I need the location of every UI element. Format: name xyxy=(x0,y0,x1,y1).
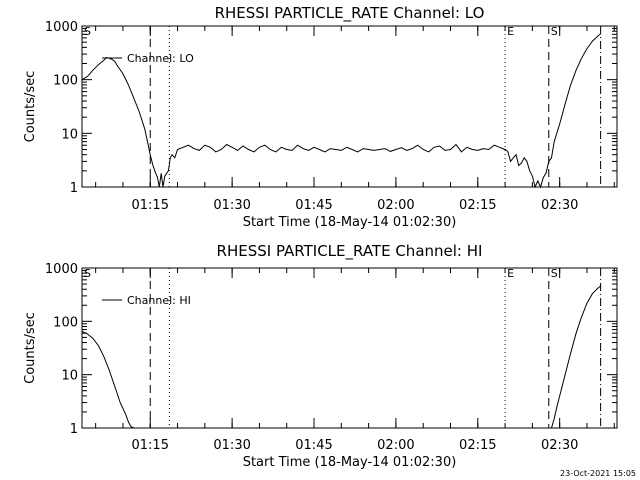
x-tick-label: 02:30 xyxy=(541,438,578,453)
y-axis-label: Counts/sec xyxy=(23,312,38,384)
x-tick-label: 02:30 xyxy=(541,198,578,213)
y-tick-label: 100 xyxy=(53,74,78,89)
event-marker-label: S xyxy=(84,267,91,280)
x-tick-label: 01:30 xyxy=(213,198,250,213)
y-tick-label: 1 xyxy=(70,181,78,196)
y-tick-label: 10 xyxy=(61,127,78,142)
x-axis-label: Start Time (18-May-14 01:02:30) xyxy=(243,215,457,230)
x-axis-label: Start Time (18-May-14 01:02:30) xyxy=(243,455,457,470)
y-tick-label: 1000 xyxy=(45,262,78,277)
y-tick-label: 1 xyxy=(70,422,78,437)
legend-label: Channel: LO xyxy=(127,52,194,65)
series-line xyxy=(81,33,601,189)
y-tick-label: 1000 xyxy=(45,20,78,35)
x-tick-label: 01:15 xyxy=(132,198,169,213)
series-line xyxy=(551,285,601,429)
x-tick-label: 02:00 xyxy=(377,438,414,453)
x-tick-label: 02:15 xyxy=(459,198,496,213)
chart-title: RHESSI PARTICLE_RATE Channel: LO xyxy=(215,4,485,23)
x-tick-label: 01:15 xyxy=(132,438,169,453)
plot-frame xyxy=(81,25,618,188)
event-marker-label: S xyxy=(551,25,558,38)
chart-title: RHESSI PARTICLE_RATE Channel: HI xyxy=(217,242,483,261)
event-marker-label: S xyxy=(551,267,558,280)
event-marker-label: E xyxy=(507,25,514,38)
y-tick-label: 100 xyxy=(53,315,78,330)
x-tick-label: 02:15 xyxy=(459,438,496,453)
x-tick-label: 01:45 xyxy=(295,438,332,453)
y-axis-label: Counts/sec xyxy=(23,71,38,143)
x-tick-label: 02:00 xyxy=(377,198,414,213)
plot-frame xyxy=(81,267,618,429)
x-tick-label: 01:45 xyxy=(295,198,332,213)
legend-label: Channel: HI xyxy=(127,294,191,307)
series-line xyxy=(81,330,135,429)
x-tick-label: 01:30 xyxy=(213,438,250,453)
event-marker-label: S xyxy=(84,25,91,38)
event-marker-label: E xyxy=(507,267,514,280)
footer-timestamp: 23-Oct-2021 15:05 xyxy=(560,469,636,478)
y-tick-label: 10 xyxy=(61,369,78,384)
